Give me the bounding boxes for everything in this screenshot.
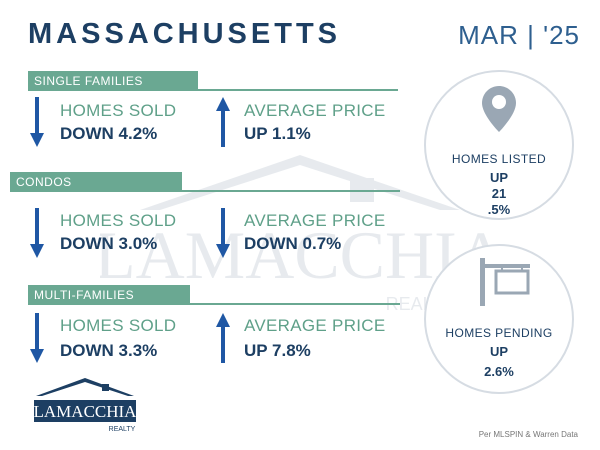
- section-label: MULTI-FAMILIES: [34, 288, 135, 302]
- arrow-up-icon: [216, 97, 230, 147]
- average-price-label: AVERAGE PRICE: [244, 101, 386, 120]
- section-band-single-families: SINGLE FAMILIES: [28, 71, 398, 91]
- homes-listed-label: HOMES LISTED: [451, 152, 547, 166]
- homes-sold-label: HOMES SOLD: [60, 211, 177, 230]
- map-pin-icon: [482, 86, 516, 132]
- logo-name: LAMACCHIA: [34, 402, 138, 421]
- average-price-label: AVERAGE PRICE: [244, 211, 386, 230]
- homes-pending-value: 2.6%: [484, 364, 514, 379]
- average-price-value: DOWN 0.7%: [244, 234, 342, 253]
- page-title: MASSACHUSETTS: [28, 18, 342, 50]
- homes-pending-label: HOMES PENDING: [445, 326, 553, 340]
- arrow-down-icon: [216, 208, 230, 258]
- section-label: SINGLE FAMILIES: [34, 74, 143, 88]
- homes-listed-percent: .5%: [487, 202, 511, 217]
- average-price-value: UP 1.1%: [244, 124, 311, 143]
- arrow-down-icon: [30, 313, 44, 363]
- homes-listed-value: 21: [491, 186, 507, 201]
- sale-sign-icon: [480, 258, 530, 306]
- homes-listed-direction: UP: [489, 170, 509, 185]
- arrow-up-icon: [216, 313, 230, 363]
- homes-sold-value: DOWN 3.0%: [60, 234, 158, 253]
- company-logo: LAMACCHIA REALTY: [34, 378, 138, 433]
- average-price-value: UP 7.8%: [244, 341, 311, 360]
- section-band-multi-families: MULTI-FAMILIES: [28, 285, 400, 305]
- homes-listed-circle: HOMES LISTED UP 21 .5%: [424, 70, 574, 220]
- arrow-down-icon: [30, 97, 44, 147]
- homes-sold-value: DOWN 3.3%: [60, 341, 158, 360]
- section-label: CONDOS: [16, 175, 72, 189]
- data-source-credit: Per MLSPIN & Warren Data: [478, 430, 578, 439]
- report-date: MAR | '25: [458, 20, 580, 50]
- homes-sold-label: HOMES SOLD: [60, 316, 177, 335]
- logo-sub: REALTY: [109, 426, 136, 433]
- homes-pending-direction: UP: [489, 344, 509, 359]
- arrow-down-icon: [30, 208, 44, 258]
- homes-sold-value: DOWN 4.2%: [60, 124, 158, 143]
- average-price-label: AVERAGE PRICE: [244, 316, 386, 335]
- section-band-condos: CONDOS: [10, 172, 400, 192]
- homes-sold-label: HOMES SOLD: [60, 101, 177, 120]
- homes-pending-circle: HOMES PENDING UP 2.6%: [424, 244, 574, 394]
